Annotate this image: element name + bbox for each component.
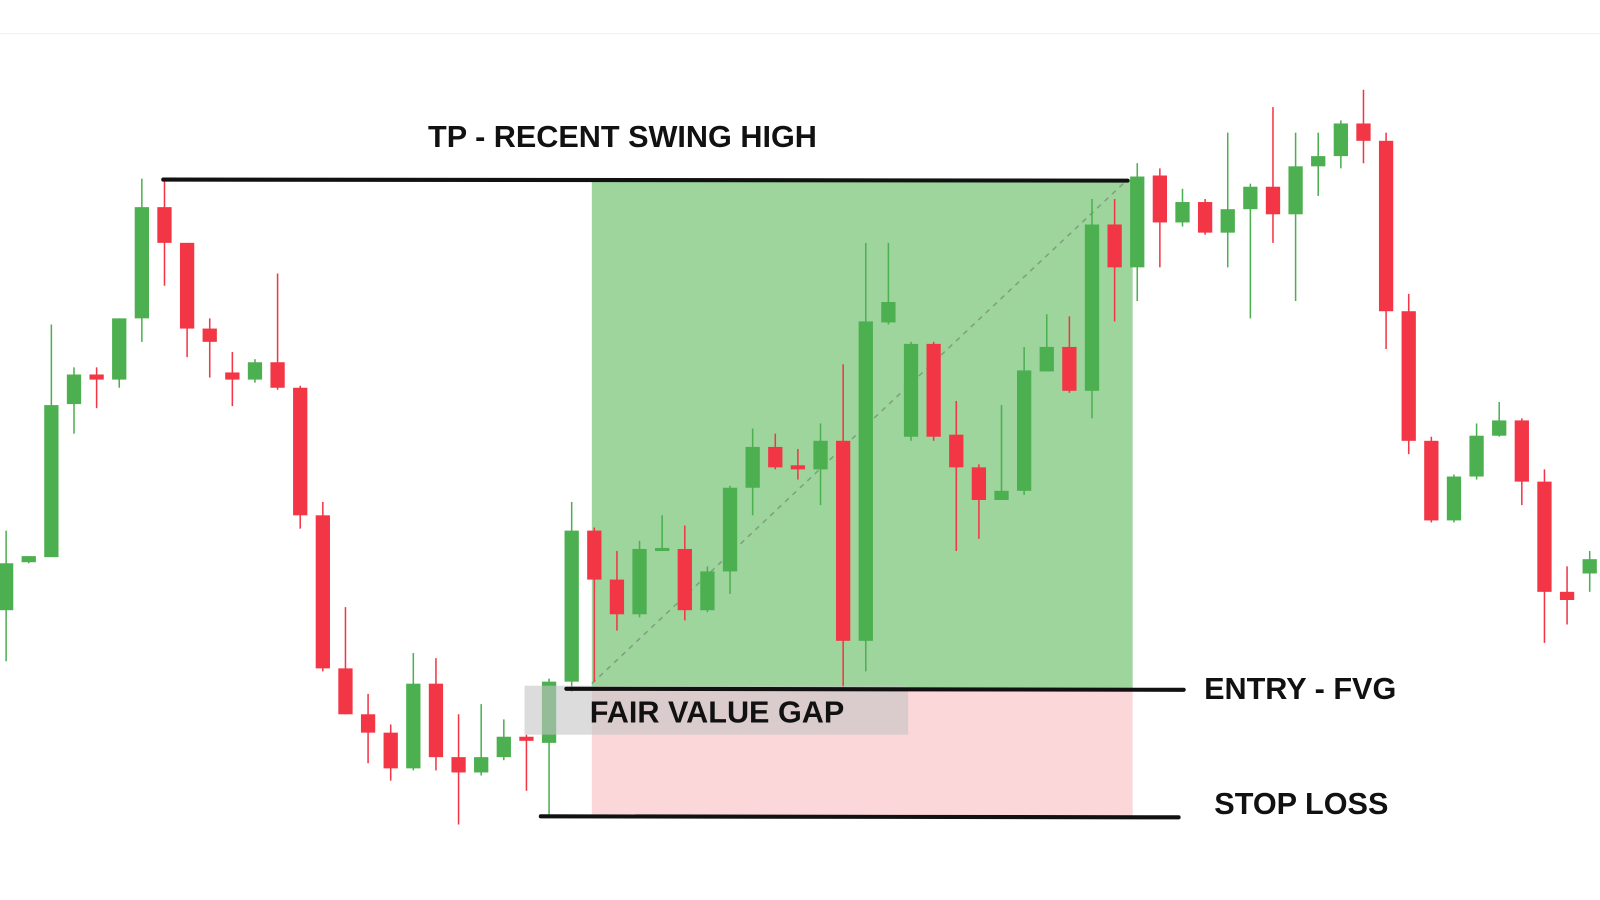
candle-body — [881, 302, 896, 323]
candle-body — [971, 467, 987, 500]
candle-body — [1175, 202, 1190, 223]
candle-body — [903, 343, 919, 437]
candle-body — [1424, 440, 1439, 521]
candle-body — [247, 362, 263, 380]
candle-body — [157, 207, 172, 243]
candle-body — [0, 563, 14, 611]
candle-body — [632, 548, 647, 615]
candle-body — [66, 374, 82, 405]
candle-body — [1446, 476, 1462, 521]
candle-body — [270, 362, 285, 388]
candle-body — [1333, 123, 1348, 157]
candle-body — [1559, 591, 1575, 600]
fvg-label: FAIR VALUE GAP — [590, 695, 845, 729]
level-line — [538, 814, 1181, 820]
candle-body — [677, 548, 692, 611]
candle-body — [1378, 140, 1394, 312]
level-line — [161, 177, 1130, 183]
candle-body — [1062, 346, 1077, 391]
candle-body — [1039, 346, 1054, 372]
candle-body — [700, 571, 715, 611]
candle-body — [383, 732, 398, 769]
candle-body — [949, 434, 964, 468]
candle-body — [564, 530, 579, 682]
candle-body — [44, 405, 59, 558]
candle-body — [1265, 186, 1281, 215]
candle-body — [655, 547, 670, 552]
candle-body — [813, 440, 828, 470]
candle-body — [926, 343, 941, 437]
fvg-box — [524, 685, 909, 735]
candle-body — [768, 446, 783, 468]
candle-body — [609, 579, 625, 615]
candle-body — [179, 242, 195, 329]
candle-body — [1243, 186, 1258, 210]
overlay: TP - RECENT SWING HIGH ENTRY - FVG STOP LO… — [161, 120, 1396, 821]
candle-body — [1514, 420, 1529, 482]
candle-body — [790, 465, 806, 470]
candle-body — [1582, 559, 1597, 574]
candle-body — [1356, 123, 1371, 141]
candle-body — [1492, 420, 1507, 436]
candle-body — [745, 446, 760, 488]
candle-body — [1469, 435, 1484, 477]
entry-label: ENTRY - FVG — [1204, 672, 1396, 706]
candle-body — [1107, 224, 1122, 268]
candle-body — [293, 387, 308, 516]
candle-body — [474, 757, 489, 773]
candle-body — [225, 372, 240, 380]
candle-body — [1288, 166, 1303, 215]
level-line — [564, 686, 1186, 692]
candle-body — [1220, 209, 1235, 233]
candle-body — [451, 757, 466, 773]
candle-body — [134, 207, 149, 319]
candle-body — [202, 328, 217, 342]
candle-body — [994, 490, 1009, 500]
candle-body — [360, 714, 376, 733]
candle-body — [406, 683, 421, 769]
candle-body — [1152, 175, 1168, 223]
candles — [0, 89, 1597, 825]
candle-body — [428, 683, 444, 758]
stop-label: STOP LOSS — [1214, 787, 1388, 821]
tp-label: TP - RECENT SWING HIGH — [428, 120, 817, 154]
candle-body — [315, 515, 330, 669]
candle-body — [21, 556, 36, 563]
candle-body — [496, 736, 511, 758]
candle-body — [338, 668, 353, 715]
candle-body — [89, 374, 104, 380]
candle-body — [1130, 176, 1145, 268]
candle-body — [519, 736, 534, 741]
candle-body — [1401, 311, 1416, 441]
candle-body — [858, 321, 873, 641]
candle-body — [1311, 156, 1326, 167]
candle-body — [112, 318, 127, 380]
candle-body — [587, 530, 602, 580]
candle-body — [1016, 370, 1032, 491]
candle-body — [722, 487, 738, 572]
candle-body — [1537, 481, 1552, 592]
candle-body — [836, 440, 851, 641]
candle-body — [1084, 224, 1100, 391]
candle-body — [1197, 202, 1213, 233]
